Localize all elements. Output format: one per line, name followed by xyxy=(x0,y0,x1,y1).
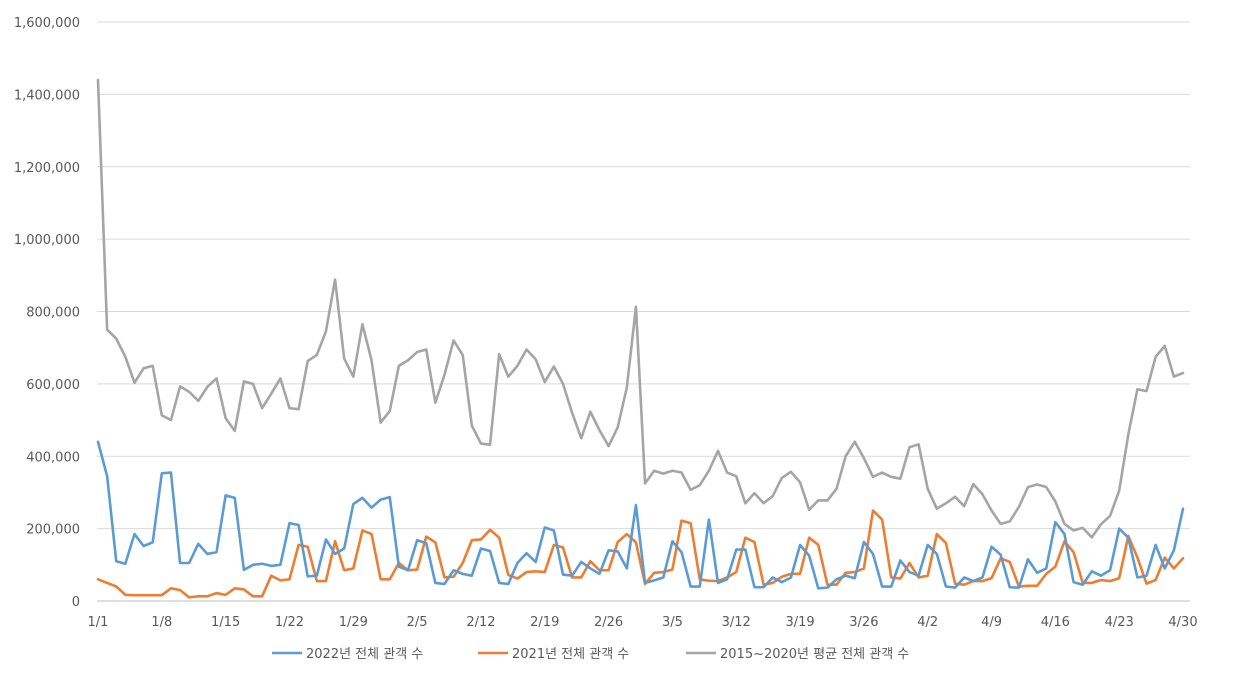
series-lines xyxy=(96,78,1185,599)
x-tick-label: 1/8 xyxy=(151,615,172,630)
y-tick-label: 0 xyxy=(72,595,80,610)
x-tick-label: 3/12 xyxy=(722,615,751,630)
x-tick-label: 1/1 xyxy=(88,615,109,630)
x-tick-label: 3/26 xyxy=(849,615,878,630)
x-tick-label: 4/30 xyxy=(1168,615,1197,630)
series-line-2 xyxy=(96,78,1185,539)
y-tick-label: 600,000 xyxy=(26,378,80,393)
x-tick-label: 1/29 xyxy=(339,615,368,630)
legend-label-2: 2015~2020년 평균 전체 관객 수 xyxy=(720,647,909,662)
x-tick-label: 2/12 xyxy=(466,615,495,630)
x-tick-label: 1/22 xyxy=(275,615,304,630)
gridlines xyxy=(97,21,1190,530)
y-tick-label: 800,000 xyxy=(26,306,80,321)
x-tick-label: 4/2 xyxy=(917,615,938,630)
series-line-0 xyxy=(96,440,1185,590)
x-tick-label: 2/26 xyxy=(594,615,623,630)
y-tick-label: 400,000 xyxy=(26,450,80,465)
x-tick-label: 2/5 xyxy=(407,615,428,630)
x-tick-label: 3/19 xyxy=(785,615,814,630)
y-axis: 0 200,000 400,000 600,000 800,000 1,000,000 1,… xyxy=(14,16,80,610)
y-tick-label: 1,600,000 xyxy=(14,16,80,31)
x-tick-label: 3/5 xyxy=(662,615,683,630)
x-axis: 1/1 1/8 1/15 1/22 1/29 2/5 2/12 2/19 2/26 3/5 3/12… xyxy=(88,600,1198,630)
x-tick-label: 4/16 xyxy=(1041,615,1070,630)
y-tick-label: 1,400,000 xyxy=(14,88,80,103)
y-tick-label: 200,000 xyxy=(26,523,80,538)
x-tick-label: 2/19 xyxy=(530,615,559,630)
y-tick-label: 1,200,000 xyxy=(14,161,80,176)
y-tick-label: 1,000,000 xyxy=(14,233,80,248)
legend-label-1: 2021년 전체 관객 수 xyxy=(512,647,629,662)
legend: 2022년 전체 관객 수 2021년 전체 관객 수 2015~2020년 평균 … xyxy=(272,647,909,662)
x-tick-label: 4/23 xyxy=(1105,615,1134,630)
x-tick-label: 4/9 xyxy=(981,615,1002,630)
legend-label-0: 2022년 전체 관객 수 xyxy=(306,647,423,662)
x-tick-label: 1/15 xyxy=(211,615,240,630)
